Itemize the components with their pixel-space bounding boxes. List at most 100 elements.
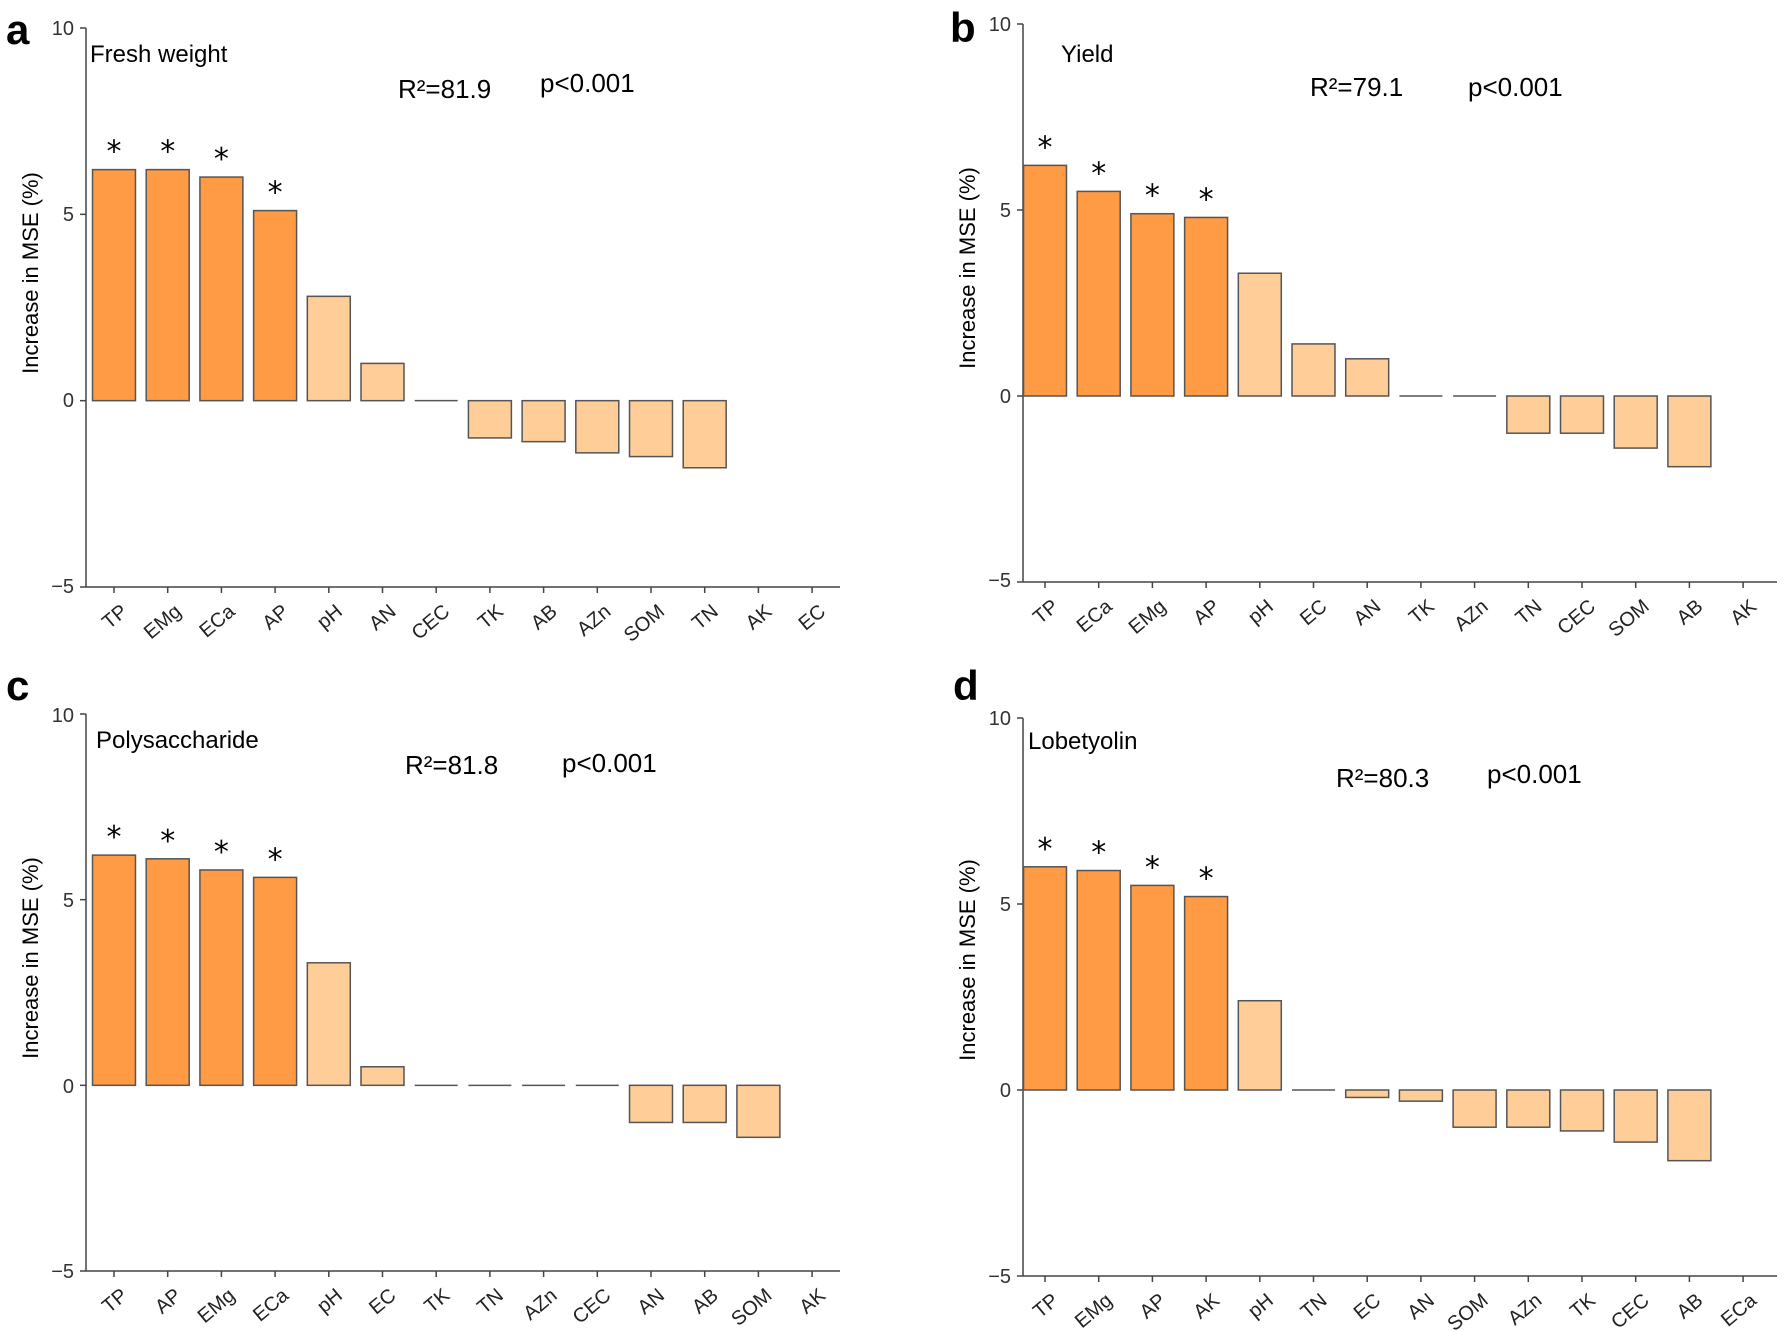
x-tick-label: TN — [1512, 595, 1547, 629]
x-tick-label: TP — [98, 1284, 132, 1317]
x-tick-label: AZn — [519, 1284, 561, 1324]
x-tick-label: SOM — [727, 1284, 776, 1330]
x-tick-label: AN — [1403, 1289, 1438, 1324]
p-value-text: p<0.001 — [1468, 72, 1563, 102]
x-tick-label: AZn — [573, 600, 615, 640]
x-tick-label: EMg — [140, 600, 186, 643]
bar — [628, 399, 674, 458]
x-tick-label: AN — [1350, 595, 1385, 630]
bar — [360, 1066, 405, 1087]
panel-letter: b — [950, 4, 976, 51]
bar — [575, 399, 620, 454]
bar — [360, 362, 405, 402]
x-tick-label: EC — [1296, 595, 1331, 630]
x-tick-label: EMg — [1071, 1289, 1117, 1331]
significance-star: * — [160, 135, 175, 170]
panel-a: a Fresh weight R²=81.9 p<0.001 Increase … — [6, 6, 840, 647]
x-tick-label: AP — [1136, 1289, 1171, 1323]
y-tick-label: −5 — [51, 576, 74, 598]
x-tick-label: SOM — [1605, 595, 1654, 641]
x-tick-label: AZn — [1504, 1289, 1546, 1329]
x-tick-label: AK — [1726, 595, 1761, 629]
panel-title: Polysaccharide — [96, 727, 259, 754]
panel-b: b Yield R²=79.1 p<0.001 Increase in MSE … — [950, 4, 1777, 642]
x-tick-label: CEC — [1607, 1289, 1653, 1331]
bar — [1237, 272, 1283, 397]
bar — [1506, 395, 1551, 434]
y-tick-label: 10 — [989, 14, 1011, 36]
bar — [521, 399, 566, 443]
bar — [1344, 1089, 1390, 1099]
bar — [1076, 190, 1121, 397]
p-value-text: p<0.001 — [1487, 759, 1582, 789]
bar — [1559, 395, 1605, 434]
x-tick-label: TP — [1029, 595, 1063, 628]
bar — [252, 209, 298, 402]
x-tick-label: TK — [474, 600, 508, 634]
x-tick-label: EMg — [1125, 595, 1171, 638]
bar — [682, 399, 727, 469]
x-tick-label: TK — [1566, 1289, 1600, 1323]
y-axis-title: Increase in MSE (%) — [18, 172, 43, 374]
y-axis-title: Increase in MSE (%) — [18, 857, 43, 1059]
bar — [682, 1084, 727, 1124]
x-tick-label: AK — [795, 1284, 830, 1318]
x-tick-label: AK — [1189, 1289, 1224, 1323]
bar — [306, 962, 352, 1087]
significance-star: * — [107, 135, 122, 170]
significance-star: * — [1091, 156, 1106, 191]
x-tick-label: AP — [151, 1284, 186, 1318]
y-tick-label: −5 — [988, 570, 1011, 592]
bar — [1667, 1089, 1712, 1162]
bar — [736, 1084, 781, 1139]
y-tick-label: 10 — [52, 705, 74, 727]
bar — [1613, 395, 1658, 449]
r-squared-text: R²=81.8 — [405, 750, 498, 780]
significance-star: * — [1145, 179, 1160, 214]
bar — [1022, 866, 1068, 1091]
bar — [91, 854, 137, 1087]
bar — [199, 176, 244, 402]
x-tick-label: TK — [1405, 595, 1439, 629]
plot-area: * TP * EMg * ECa * AP pH AN CEC TK AB AZn SOM TN AK EC — [80, 27, 840, 647]
x-tick-label: pH — [1244, 1289, 1278, 1322]
bar — [306, 295, 352, 402]
bar — [1613, 1089, 1658, 1143]
x-tick-label: ECa — [1717, 1289, 1762, 1331]
significance-star: * — [107, 820, 122, 855]
bar — [1344, 358, 1390, 397]
x-tick-label: EC — [365, 1284, 400, 1319]
y-tick-label: −5 — [51, 1261, 74, 1283]
bar — [1559, 1089, 1605, 1132]
significance-star: * — [214, 142, 229, 177]
x-tick-label: TN — [473, 1284, 508, 1318]
y-tick-label: 5 — [1000, 200, 1011, 222]
y-tick-label: 0 — [63, 1076, 74, 1098]
bar — [1398, 1089, 1444, 1102]
x-tick-label: SOM — [1444, 1289, 1493, 1331]
bar — [1130, 212, 1175, 397]
significance-star: * — [1091, 836, 1106, 871]
x-tick-label: ECa — [195, 600, 240, 642]
significance-star: * — [214, 835, 229, 870]
bar — [1076, 869, 1121, 1091]
p-value-text: p<0.001 — [562, 748, 657, 778]
panel-d: d Lobetyolin R²=80.3 p<0.001 Increase in… — [953, 662, 1777, 1331]
x-tick-label: TP — [1029, 1289, 1063, 1322]
bar — [1237, 999, 1283, 1091]
bar — [1506, 1089, 1551, 1128]
significance-star: * — [1038, 832, 1053, 867]
x-tick-label: AB — [688, 1284, 723, 1318]
x-tick-label: EC — [795, 600, 830, 635]
x-tick-label: AN — [365, 600, 400, 635]
y-tick-label: 0 — [63, 390, 74, 412]
plot-area: * TP * EMg * AP * AK pH TN EC AN SOM AZn TK CEC AB ECa — [1017, 717, 1777, 1331]
x-tick-label: AZn — [1450, 595, 1492, 635]
r-squared-text: R²=79.1 — [1310, 72, 1403, 102]
x-tick-label: AN — [634, 1284, 669, 1319]
x-tick-label: TN — [1297, 1289, 1332, 1323]
significance-star: * — [268, 842, 283, 877]
bar — [628, 1084, 674, 1124]
x-tick-label: CEC — [408, 600, 454, 644]
